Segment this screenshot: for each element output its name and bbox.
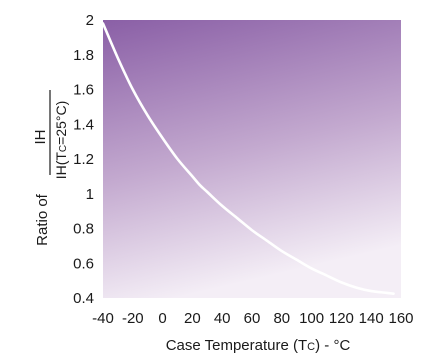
y-tick-label: 0.4 [73, 290, 94, 307]
y-tick-label: 1.2 [73, 151, 94, 168]
y-tick-label: 0.6 [73, 255, 94, 272]
y-tick-label: 1.8 [73, 47, 94, 64]
x-tick-label: 20 [184, 310, 201, 327]
x-tick-labels: -40 -20 0 20 40 60 80 100 120 140 160 [92, 310, 413, 327]
y-tick-labels: 0.4 0.6 0.8 1 1.2 1.4 1.6 1.8 2 [73, 12, 94, 307]
x-axis-label: Case Temperature (TC) - °C [166, 337, 351, 354]
series-line [101, 22, 395, 295]
x-tick-label: 80 [273, 310, 290, 327]
x-tick-label: 160 [388, 310, 413, 327]
y-axis-label-denominator: IH(TC=25°C) [53, 101, 69, 180]
x-tick-label: -20 [122, 310, 144, 327]
y-axis-label: Ratio of IH IH(TC=25°C) [32, 90, 69, 246]
x-tick-label: 140 [359, 310, 384, 327]
x-tick-label: 120 [329, 310, 354, 327]
y-axis-label-prefix: Ratio of [34, 193, 51, 246]
y-tick-label: 1 [86, 186, 94, 203]
x-tick-label: 60 [244, 310, 261, 327]
y-tick-label: 0.8 [73, 221, 94, 238]
x-tick-label: -40 [92, 310, 114, 327]
x-tick-label: 100 [299, 310, 324, 327]
x-tick-label: 0 [158, 310, 166, 327]
x-tick-label: 40 [214, 310, 231, 327]
y-tick-label: 1.4 [73, 116, 94, 133]
y-tick-label: 1.6 [73, 82, 94, 99]
y-tick-label: 2 [86, 12, 94, 29]
y-axis-label-numerator: IH [32, 130, 49, 145]
series-group [101, 22, 395, 295]
plot-area [103, 20, 401, 298]
